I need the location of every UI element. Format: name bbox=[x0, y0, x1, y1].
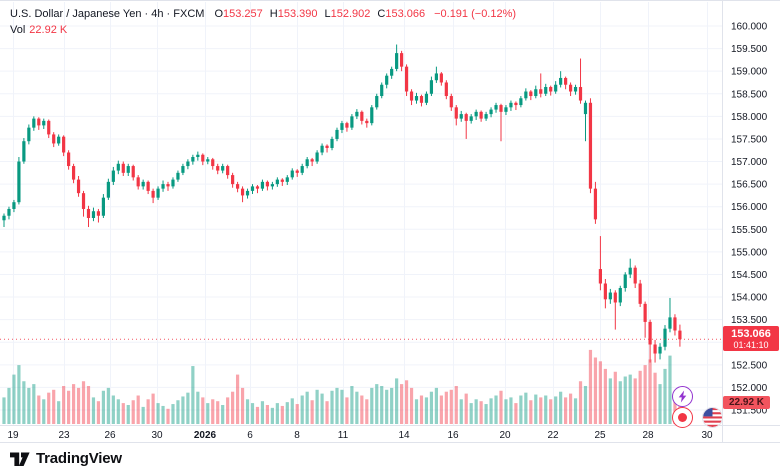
time-axis-label: 16 bbox=[447, 430, 459, 441]
close-value: 153.066 bbox=[385, 8, 426, 20]
price-axis-label: 157.000 bbox=[731, 157, 768, 168]
economic-events-marker[interactable] bbox=[672, 386, 693, 407]
time-axis-label: 6 bbox=[247, 430, 253, 441]
time-axis-label: 25 bbox=[594, 430, 606, 441]
volume-label: Vol bbox=[10, 24, 26, 36]
time-axis-label: 19 bbox=[7, 430, 19, 441]
change-value: −0.191 (−0.12%) bbox=[434, 8, 517, 20]
volume-scale-badge: 22.92 K bbox=[723, 396, 770, 409]
high-value: 153.390 bbox=[277, 8, 318, 20]
price-axis-label: 151.500 bbox=[731, 406, 768, 417]
time-axis-label: 23 bbox=[58, 430, 70, 441]
tradingview-logo[interactable]: TradingView bbox=[10, 450, 122, 467]
time-axis-label: 30 bbox=[701, 430, 713, 441]
price-axis-label: 155.500 bbox=[731, 225, 768, 236]
low-field: L152.902 bbox=[324, 8, 371, 20]
tradingview-mark-icon bbox=[10, 452, 30, 466]
last-price: 153.066 bbox=[731, 328, 771, 340]
last-price-badge: 153.066 01:41:10 bbox=[723, 326, 779, 351]
time-axis-label: 30 bbox=[151, 430, 163, 441]
time-axis-label: 26 bbox=[104, 430, 116, 441]
chart-legend: U.S. Dollar / Japanese Yen · 4h · FXCM O… bbox=[10, 7, 516, 38]
open-value: 153.257 bbox=[223, 8, 263, 20]
us-flag-marker[interactable] bbox=[702, 407, 723, 428]
price-axis-label: 154.500 bbox=[731, 270, 768, 281]
time-axis-label: 8 bbox=[294, 430, 300, 441]
time-axis-label: 2026 bbox=[194, 430, 217, 441]
price-axis-label: 160.000 bbox=[731, 22, 768, 33]
price-chart[interactable]: 160.000 159.500 159.000 158.500 158.000 157.5… bbox=[0, 0, 780, 443]
symbol-title[interactable]: U.S. Dollar / Japanese Yen · 4h · FXCM bbox=[10, 8, 205, 20]
price-axis-label: 154.000 bbox=[731, 293, 768, 304]
lightning-icon bbox=[678, 390, 687, 403]
grid bbox=[0, 2, 722, 425]
price-axis-label: 152.000 bbox=[731, 383, 768, 394]
price-axis-label: 152.500 bbox=[731, 360, 768, 371]
record-dot-icon bbox=[678, 413, 687, 422]
time-axis-label: 28 bbox=[642, 430, 654, 441]
legend-row-ohlc: U.S. Dollar / Japanese Yen · 4h · FXCM O… bbox=[10, 7, 516, 22]
price-axis-label: 158.000 bbox=[731, 112, 768, 123]
price-axis-label: 155.000 bbox=[731, 247, 768, 258]
price-axis-label: 159.500 bbox=[731, 44, 768, 55]
time-axis-label: 22 bbox=[547, 430, 559, 441]
price-axis-label: 157.500 bbox=[731, 134, 768, 145]
low-value: 152.902 bbox=[330, 8, 371, 20]
high-field: H153.390 bbox=[269, 8, 318, 20]
volume-series bbox=[2, 349, 682, 424]
price-axis-label: 156.500 bbox=[731, 180, 768, 191]
bar-countdown: 01:41:10 bbox=[733, 340, 769, 350]
time-axis-label: 14 bbox=[398, 430, 410, 441]
candlestick-series bbox=[2, 44, 682, 363]
price-axis-label: 156.000 bbox=[731, 202, 768, 213]
legend-row-volume: Vol 22.92 K bbox=[10, 23, 516, 38]
time-axis-label: 11 bbox=[338, 430, 349, 441]
time-scale[interactable]: 19 23 26 30 2026 6 8 11 14 16 20 22 25 28 30 bbox=[7, 430, 713, 441]
close-field: C153.066 bbox=[377, 8, 426, 20]
time-axis-label: 20 bbox=[499, 430, 511, 441]
volume-value: 22.92 K bbox=[29, 24, 68, 36]
tradingview-logo-text: TradingView bbox=[36, 450, 122, 467]
price-axis-label: 158.500 bbox=[731, 89, 768, 100]
news-marker[interactable] bbox=[672, 407, 693, 428]
price-scale[interactable]: 160.000 159.500 159.000 158.500 158.000 157.5… bbox=[731, 22, 768, 417]
price-axis-label: 153.500 bbox=[731, 315, 768, 326]
us-flag-icon bbox=[703, 408, 722, 427]
open-field: O153.257 bbox=[214, 8, 263, 20]
price-axis-label: 159.000 bbox=[731, 67, 768, 78]
